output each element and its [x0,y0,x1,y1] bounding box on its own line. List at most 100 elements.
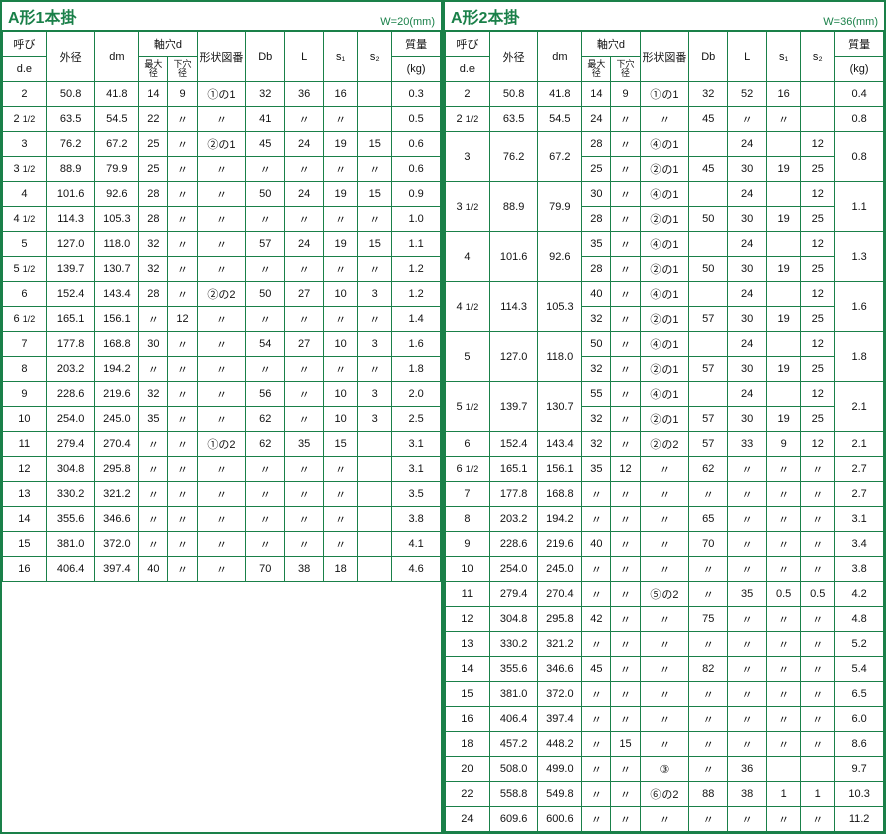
cell: 〃 [246,532,285,557]
cell: 〃 [324,107,358,132]
cell: ①の2 [197,432,246,457]
cell: 41.8 [95,82,139,107]
cell: 406.4 [489,707,538,732]
cell: 55 [582,382,611,407]
h-gaikei: 外径 [46,32,95,82]
cell: 330.2 [489,632,538,657]
cell: 24 [285,232,324,257]
cell: 〃 [197,232,246,257]
cell: 9 [611,82,640,107]
cell [801,107,835,132]
cell: 〃 [197,382,246,407]
cell: 19 [767,307,801,332]
cell: 〃 [640,107,689,132]
cell: 3.8 [392,507,441,532]
table-row: 5127.0118.050〃④の124121.8 [446,332,884,357]
cell: 〃 [285,357,324,382]
cell [358,82,392,107]
cell: 203.2 [489,507,538,532]
cell: 〃 [324,207,358,232]
h-mass: 質量 [835,32,884,57]
cell: 19 [767,157,801,182]
cell: 19 [324,132,358,157]
cell: 12 [801,282,835,307]
cell: 〃 [611,232,640,257]
cell: 〃 [801,482,835,507]
cell: 67.2 [538,132,582,182]
table-row: 12304.8295.842〃〃75〃〃〃4.8 [446,607,884,632]
h-dm: dm [95,32,139,82]
cell: 〃 [168,482,197,507]
h-shita: 下穴径 [168,57,197,82]
cell: 〃 [168,107,197,132]
cell: 〃 [197,457,246,482]
cell: 397.4 [538,707,582,732]
cell: 〃 [767,632,801,657]
cell: 〃 [728,107,767,132]
cell: 〃 [767,457,801,482]
cell: 372.0 [95,532,139,557]
cell: 279.4 [489,582,538,607]
cell: 2 1/2 [446,107,490,132]
cell: 152.4 [46,282,95,307]
table-head: 呼び 外径 dm 軸穴d 形状図番 Db L s₁ s₂ 質量 d.e 最大径 … [446,32,884,82]
cell: 5 1/2 [3,257,47,282]
cell: 35 [728,582,767,607]
cell: ⑥の2 [640,782,689,807]
cell: 45 [689,107,728,132]
cell: 〃 [324,532,358,557]
cell: 〃 [801,732,835,757]
table-row: 10254.0245.035〃〃62〃1032.5 [3,407,441,432]
table-row: 5 1/2139.7130.755〃④の124122.1 [446,382,884,407]
cell: 30 [139,332,168,357]
cell: 1.2 [392,282,441,307]
h-keijo: 形状図番 [197,32,246,82]
cell: 355.6 [489,657,538,682]
cell: 18 [324,557,358,582]
cell: 0.3 [392,82,441,107]
cell: 35 [582,457,611,482]
h-s2: s₂ [358,32,392,82]
cell: 42 [582,607,611,632]
cell: 346.6 [95,507,139,532]
cell: 〃 [168,382,197,407]
cell: 〃 [358,307,392,332]
cell: 〃 [285,157,324,182]
cell: 41.8 [538,82,582,107]
cell: 〃 [582,632,611,657]
cell: ④の1 [640,332,689,357]
cell: 3 1/2 [446,182,490,232]
cell: 346.6 [538,657,582,682]
cell: 〃 [611,557,640,582]
cell: 4.2 [835,582,884,607]
cell: 397.4 [95,557,139,582]
cell: ⑤の2 [640,582,689,607]
cell: 〃 [324,457,358,482]
cell: 549.8 [538,782,582,807]
cell: 〃 [728,457,767,482]
cell: 19 [767,257,801,282]
cell: 32 [139,382,168,407]
cell: 〃 [582,557,611,582]
cell: 〃 [246,257,285,282]
cell: 〃 [197,182,246,207]
cell: 4 [3,182,47,207]
table-row: 9228.6219.632〃〃56〃1032.0 [3,382,441,407]
cell: 92.6 [95,182,139,207]
cell [767,382,801,407]
cell: 36 [728,757,767,782]
table-row: 376.267.228〃④の124120.8 [446,132,884,157]
cell: ④の1 [640,232,689,257]
cell: 〃 [611,307,640,332]
cell: 24 [285,182,324,207]
cell: 50 [246,182,285,207]
cell: 25 [801,207,835,232]
cell: 50 [689,257,728,282]
cell [689,132,728,157]
h-db: Db [246,32,285,82]
cell: 28 [139,207,168,232]
cell: 32 [139,232,168,257]
cell: 1.4 [392,307,441,332]
cell: 355.6 [46,507,95,532]
cell: 〃 [358,257,392,282]
